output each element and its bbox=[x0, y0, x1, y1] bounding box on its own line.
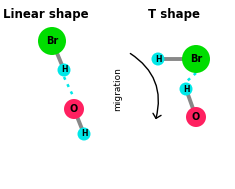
Text: Br: Br bbox=[190, 54, 202, 64]
Circle shape bbox=[186, 107, 206, 127]
Text: H: H bbox=[61, 66, 67, 74]
Text: Linear shape: Linear shape bbox=[3, 8, 89, 21]
Text: T shape: T shape bbox=[148, 8, 200, 21]
Text: H: H bbox=[155, 54, 161, 64]
Circle shape bbox=[58, 64, 70, 77]
Text: O: O bbox=[70, 104, 78, 114]
Circle shape bbox=[78, 128, 90, 140]
Circle shape bbox=[152, 53, 164, 66]
Circle shape bbox=[182, 45, 210, 73]
Circle shape bbox=[38, 27, 66, 55]
Text: Br: Br bbox=[46, 36, 58, 46]
Text: O: O bbox=[192, 112, 200, 122]
Text: H: H bbox=[183, 84, 189, 94]
Circle shape bbox=[180, 83, 192, 95]
Text: migration: migration bbox=[114, 67, 122, 111]
Text: H: H bbox=[81, 129, 87, 139]
Circle shape bbox=[64, 99, 84, 119]
